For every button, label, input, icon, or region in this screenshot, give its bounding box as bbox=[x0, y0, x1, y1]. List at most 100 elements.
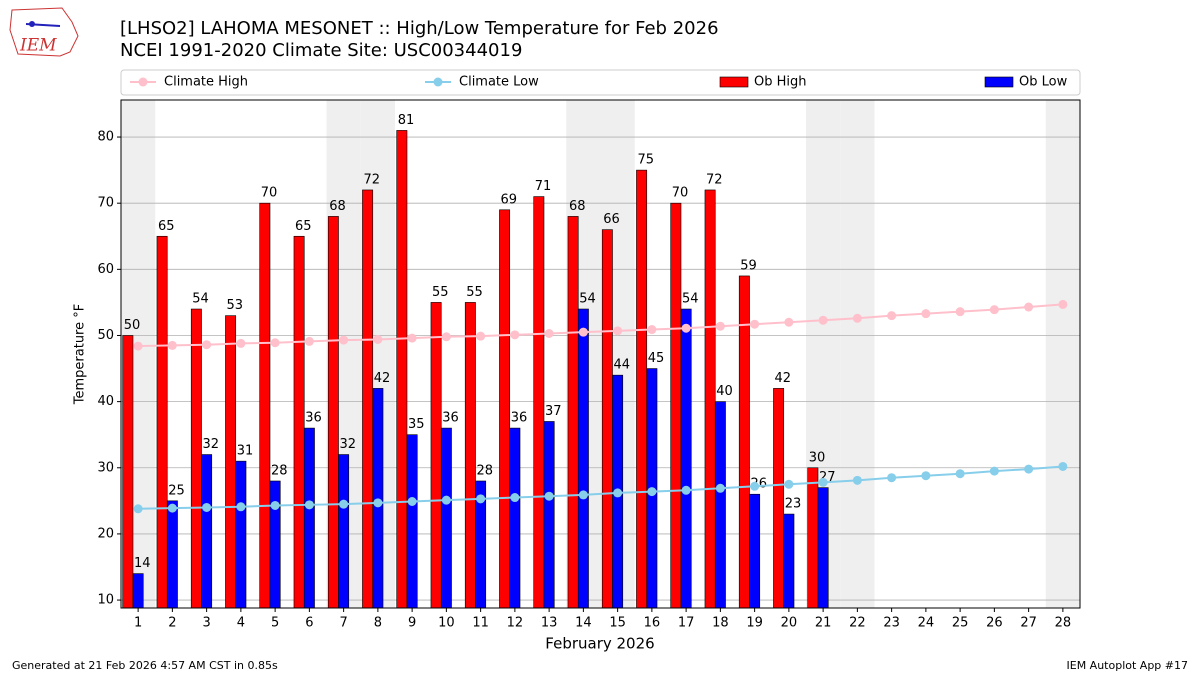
value-label: 70 bbox=[261, 186, 278, 201]
bar bbox=[680, 308, 692, 609]
logo-outline bbox=[9, 7, 79, 57]
line-marker bbox=[852, 475, 862, 485]
line-marker bbox=[681, 485, 691, 495]
line-marker bbox=[202, 340, 212, 350]
bar bbox=[636, 169, 648, 609]
bar bbox=[714, 401, 726, 609]
x-tick-label: 14 bbox=[575, 616, 592, 631]
x-tick-label: 27 bbox=[1020, 616, 1037, 631]
line-marker bbox=[1024, 302, 1034, 312]
line-marker bbox=[304, 500, 314, 510]
value-label: 55 bbox=[466, 285, 483, 300]
y-tick-label: 50 bbox=[97, 328, 114, 343]
line-marker bbox=[989, 305, 999, 315]
line-marker bbox=[304, 336, 314, 346]
x-tick-label: 28 bbox=[1055, 616, 1072, 631]
bar bbox=[166, 500, 178, 609]
line-marker bbox=[955, 469, 965, 479]
value-label: 45 bbox=[648, 351, 665, 366]
value-label: 54 bbox=[682, 292, 699, 307]
value-label: 36 bbox=[511, 411, 528, 426]
x-tick-label: 13 bbox=[541, 616, 558, 631]
bar bbox=[156, 235, 168, 609]
value-label: 14 bbox=[134, 556, 151, 571]
line-marker bbox=[133, 504, 143, 514]
value-label: 40 bbox=[716, 384, 733, 399]
bar bbox=[533, 196, 545, 609]
value-label: 50 bbox=[124, 318, 141, 333]
line-marker bbox=[887, 473, 897, 483]
legend-label: Climate High bbox=[164, 75, 248, 90]
value-label: 59 bbox=[740, 258, 757, 273]
value-label: 35 bbox=[408, 417, 425, 432]
line-marker bbox=[578, 490, 588, 500]
x-tick-label: 6 bbox=[305, 616, 313, 631]
x-tick-label: 9 bbox=[408, 616, 416, 631]
value-label: 42 bbox=[774, 371, 791, 386]
legend-marker bbox=[138, 77, 148, 87]
bar bbox=[372, 388, 384, 609]
value-label: 28 bbox=[476, 464, 493, 479]
value-label: 72 bbox=[363, 172, 380, 187]
y-tick-label: 10 bbox=[97, 593, 114, 608]
x-tick-label: 5 bbox=[271, 616, 279, 631]
line-marker bbox=[613, 326, 623, 336]
legend-box bbox=[120, 69, 1081, 96]
bar bbox=[817, 487, 829, 609]
x-tick-label: 16 bbox=[644, 616, 661, 631]
x-tick-label: 18 bbox=[712, 616, 729, 631]
logo: IEM bbox=[9, 7, 79, 57]
line-marker bbox=[784, 479, 794, 489]
value-label: 65 bbox=[295, 219, 312, 234]
value-label: 70 bbox=[672, 186, 689, 201]
legend-swatch bbox=[984, 76, 1014, 88]
bar bbox=[773, 388, 785, 609]
bar bbox=[327, 216, 339, 609]
x-tick-label: 19 bbox=[746, 616, 763, 631]
value-label: 54 bbox=[192, 292, 209, 307]
value-label: 28 bbox=[271, 464, 288, 479]
line-marker bbox=[236, 338, 246, 348]
x-tick-label: 1 bbox=[134, 616, 142, 631]
value-label: 68 bbox=[569, 199, 586, 214]
bar bbox=[132, 573, 144, 609]
line-marker bbox=[167, 503, 177, 513]
legend-marker bbox=[433, 77, 443, 87]
x-tick-label: 24 bbox=[918, 616, 935, 631]
bar bbox=[406, 434, 418, 609]
x-tick-label: 12 bbox=[507, 616, 524, 631]
line-marker bbox=[750, 481, 760, 491]
line-marker bbox=[989, 466, 999, 476]
x-tick-label: 21 bbox=[815, 616, 832, 631]
logo-dot bbox=[29, 21, 35, 27]
line-marker bbox=[578, 327, 588, 337]
value-label: 75 bbox=[637, 153, 654, 168]
bar bbox=[807, 467, 819, 609]
y-tick-label: 20 bbox=[97, 526, 114, 541]
bar bbox=[601, 229, 613, 609]
line-marker bbox=[750, 319, 760, 329]
x-tick-label: 17 bbox=[678, 616, 695, 631]
line-marker bbox=[955, 307, 965, 317]
line-marker bbox=[1058, 299, 1068, 309]
x-tick-label: 3 bbox=[202, 616, 210, 631]
value-label: 71 bbox=[535, 179, 552, 194]
legend-label: Ob Low bbox=[1019, 75, 1068, 90]
bar bbox=[509, 427, 521, 609]
line-marker bbox=[339, 499, 349, 509]
bar bbox=[783, 513, 795, 609]
value-label: 37 bbox=[545, 404, 562, 419]
line-marker bbox=[544, 328, 554, 338]
line-marker bbox=[715, 483, 725, 493]
bar bbox=[704, 189, 716, 609]
weekend-band bbox=[1045, 100, 1080, 608]
line-marker bbox=[647, 325, 657, 335]
x-tick-label: 15 bbox=[609, 616, 626, 631]
line-marker bbox=[1024, 464, 1034, 474]
logo-text: IEM bbox=[19, 36, 57, 56]
x-tick-label: 4 bbox=[237, 616, 245, 631]
bar bbox=[440, 427, 452, 609]
line-marker bbox=[613, 488, 623, 498]
x-tick-label: 22 bbox=[849, 616, 866, 631]
plot-frame bbox=[120, 99, 1081, 609]
